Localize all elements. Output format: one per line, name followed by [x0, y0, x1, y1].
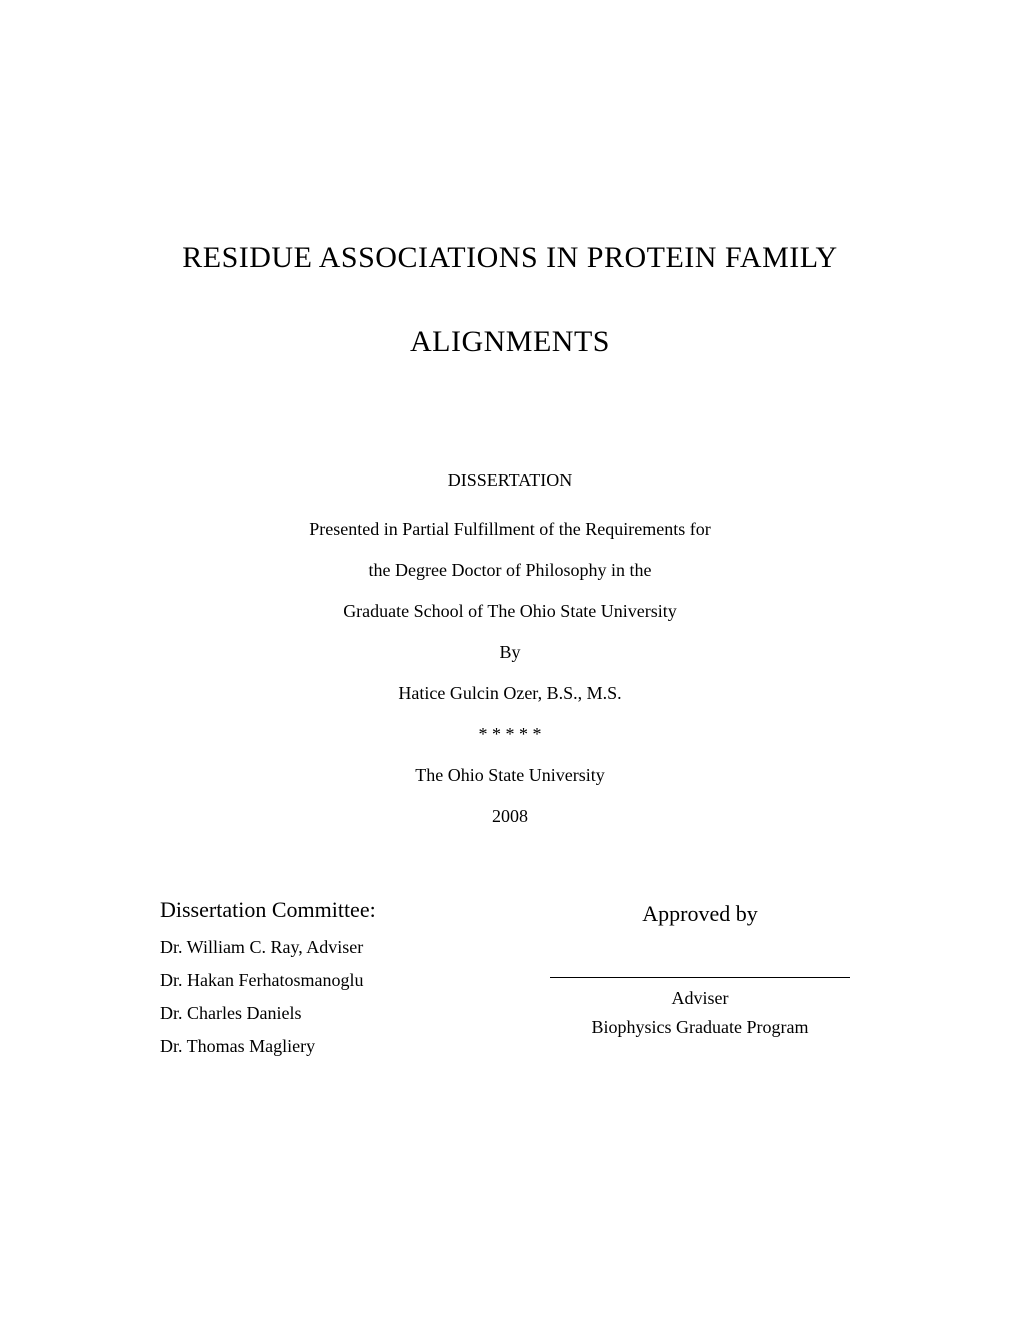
separator-stars: * * * * * [150, 724, 870, 745]
committee-approval-section: Dissertation Committee: Dr. William C. R… [150, 897, 870, 1069]
title-line-2: ALIGNMENTS [150, 324, 870, 360]
by-label: By [150, 642, 870, 663]
adviser-label: Adviser [530, 988, 870, 1009]
signature-line [550, 977, 850, 978]
fulfillment-line-1: Presented in Partial Fulfillment of the … [150, 519, 870, 540]
title-line-1: RESIDUE ASSOCIATIONS IN PROTEIN FAMILY [150, 240, 870, 276]
committee-member: Dr. Hakan Ferhatosmanoglu [160, 970, 376, 991]
institution-name: The Ohio State University [150, 765, 870, 786]
committee-member: Dr. Charles Daniels [160, 1003, 376, 1024]
year: 2008 [150, 806, 870, 827]
committee-block: Dissertation Committee: Dr. William C. R… [150, 897, 376, 1069]
author-name: Hatice Gulcin Ozer, B.S., M.S. [150, 683, 870, 704]
committee-heading: Dissertation Committee: [160, 897, 376, 923]
program-name: Biophysics Graduate Program [530, 1017, 870, 1038]
dissertation-title-page: RESIDUE ASSOCIATIONS IN PROTEIN FAMILY A… [0, 0, 1020, 1320]
approved-by-heading: Approved by [530, 901, 870, 927]
committee-member: Dr. William C. Ray, Adviser [160, 937, 376, 958]
middle-block: DISSERTATION Presented in Partial Fulfil… [150, 470, 870, 827]
title-block: RESIDUE ASSOCIATIONS IN PROTEIN FAMILY A… [150, 240, 870, 360]
approval-block: Approved by Adviser Biophysics Graduate … [530, 897, 870, 1038]
dissertation-heading: DISSERTATION [150, 470, 870, 491]
committee-member: Dr. Thomas Magliery [160, 1036, 376, 1057]
fulfillment-line-2: the Degree Doctor of Philosophy in the [150, 560, 870, 581]
fulfillment-line-3: Graduate School of The Ohio State Univer… [150, 601, 870, 622]
